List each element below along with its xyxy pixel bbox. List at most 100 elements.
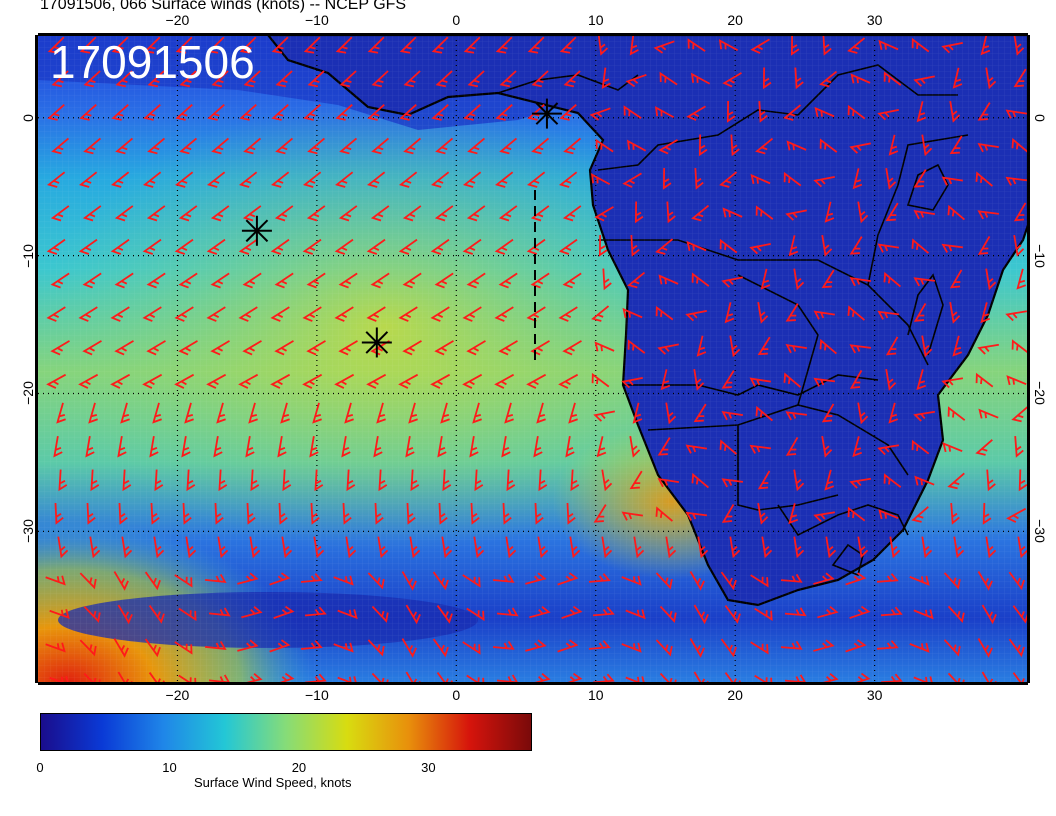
wind-barb <box>785 411 808 421</box>
wind-barb-stroke <box>819 338 838 355</box>
wind-barb-stroke <box>402 272 422 289</box>
wind-barb <box>122 469 132 492</box>
wind-barb-stroke <box>434 205 454 222</box>
wind-barb-stroke <box>793 268 805 291</box>
wind-barb-stroke <box>788 235 799 257</box>
wind-barb <box>1017 536 1028 559</box>
wind-barb <box>665 402 677 425</box>
wind-barb <box>50 340 70 356</box>
wind-barb <box>367 104 385 121</box>
wind-barb <box>889 536 901 559</box>
wind-barb-stroke <box>499 70 517 88</box>
wind-barb <box>757 470 771 490</box>
wind-barb-stroke <box>206 306 226 322</box>
wind-barb-stroke <box>566 502 576 525</box>
wind-barb-stroke <box>785 344 808 354</box>
wind-barb-stroke <box>242 205 262 222</box>
wind-barb <box>693 604 709 625</box>
wind-barb-stroke <box>494 238 514 255</box>
wind-barb-stroke <box>216 402 226 424</box>
lat-tick-left: 0 <box>20 113 36 122</box>
wind-barb-stroke <box>1005 176 1028 186</box>
wind-barb-stroke <box>89 536 101 559</box>
wind-barb-stroke <box>852 168 863 190</box>
wind-barb <box>1011 137 1028 154</box>
wind-barb-stroke <box>537 536 549 559</box>
wind-barb <box>526 306 546 322</box>
wind-barb <box>530 205 550 222</box>
wind-barb <box>977 236 991 255</box>
wind-barb <box>51 137 70 155</box>
wind-barb-stroke <box>398 238 418 255</box>
wind-barb <box>185 536 197 559</box>
wind-barb-stroke <box>911 506 929 523</box>
wind-barb <box>335 171 354 188</box>
wind-barb-stroke <box>724 302 735 324</box>
wind-barb <box>147 70 165 88</box>
wind-barb-stroke <box>115 137 134 155</box>
wind-barb <box>496 607 519 617</box>
wind-barb-stroke <box>498 272 518 289</box>
wind-barb <box>402 272 422 289</box>
wind-barb <box>949 269 963 289</box>
wind-barb <box>466 607 485 622</box>
wind-barb-stroke <box>913 75 935 87</box>
wind-barb <box>537 536 549 559</box>
wind-barb <box>410 469 420 492</box>
wind-barb-stroke <box>876 640 899 650</box>
colorbar-tick-label: 30 <box>421 760 436 775</box>
wind-barb-stroke <box>248 402 258 424</box>
wind-barb-stroke <box>462 574 481 588</box>
wind-barb <box>698 134 708 157</box>
wind-barb <box>403 137 422 155</box>
wind-barb <box>921 335 933 358</box>
wind-barb <box>249 536 261 559</box>
wind-barb-stroke <box>952 67 963 89</box>
wind-barb <box>949 135 963 155</box>
wind-barb <box>888 402 899 424</box>
wind-barb-stroke <box>911 37 930 53</box>
wind-barb-stroke <box>399 171 418 188</box>
wind-barb <box>401 571 417 591</box>
wind-barb-stroke <box>621 575 642 586</box>
wind-barb <box>78 238 98 255</box>
wind-barb-stroke <box>111 171 130 188</box>
wind-barb <box>281 536 293 559</box>
wind-barb-stroke <box>111 36 129 54</box>
wind-barb <box>726 100 736 123</box>
wind-barb <box>405 436 415 458</box>
wind-barb-stroke <box>438 502 448 525</box>
wind-barb <box>110 306 130 322</box>
wind-barb-stroke <box>691 472 710 489</box>
wind-barb <box>921 134 933 157</box>
wind-barb-stroke <box>90 469 100 492</box>
wind-barb <box>883 71 902 86</box>
wind-barb <box>204 641 227 651</box>
wind-barb <box>530 340 550 356</box>
wind-barb <box>206 306 226 322</box>
wind-barb-stroke <box>175 36 193 54</box>
wind-barb <box>822 35 832 56</box>
wind-barb <box>1012 672 1028 683</box>
wind-barb-stroke <box>590 173 611 186</box>
wind-barb <box>1005 109 1028 119</box>
wind-barb-stroke <box>50 205 70 222</box>
wind-barb <box>237 572 259 585</box>
wind-barb <box>1014 435 1024 458</box>
wind-barb-stroke <box>342 502 352 525</box>
wind-barb <box>877 310 900 320</box>
wind-barb <box>877 109 899 121</box>
wind-barb-stroke <box>86 502 96 525</box>
wind-barb <box>186 469 196 492</box>
wind-barb-stroke <box>146 205 166 222</box>
wind-barb <box>207 104 225 121</box>
wind-barb-stroke <box>694 167 704 190</box>
wind-barb-stroke <box>913 609 934 620</box>
wind-barb <box>914 475 935 486</box>
wind-barb-stroke <box>143 104 161 121</box>
wind-barb <box>238 373 259 389</box>
wind-barb-stroke <box>814 106 835 118</box>
wind-barb <box>402 340 422 356</box>
wind-barb-stroke <box>345 536 357 559</box>
wind-barb <box>696 335 707 357</box>
